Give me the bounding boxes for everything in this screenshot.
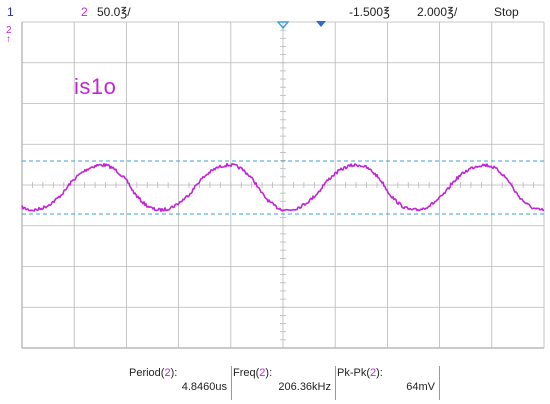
measurement-pk-pk[interactable]: Pk-Pk(2): 64mV [335,366,440,400]
trigger-delay-icon [316,21,326,27]
ch2-indicator[interactable]: 2 [81,5,88,19]
trace-label: is1o [74,74,117,99]
measurement-frequency-name: Freq [233,367,256,379]
ch2-waveform [21,162,545,213]
measurement-frequency[interactable]: Freq(2): 206.36kHz [231,366,336,400]
trigger-delay-marker[interactable] [316,21,326,27]
ch2-marker-arrow-icon: ↑ [6,34,11,45]
timebase-readout[interactable]: 2.000℥/ [417,5,458,19]
measurement-period-header: Period(2): [129,367,178,379]
trigger-position-marker[interactable] [276,21,290,30]
measurement-pk-pk-channel: 2 [370,367,377,379]
run-state[interactable]: Stop [494,5,519,19]
measurement-period[interactable]: Period(2): 4.8460us [127,366,232,400]
ch2-ground-marker[interactable]: 2 ↑ [6,25,12,45]
ch2-scale-readout[interactable]: 50.0℥/ [97,5,131,19]
measurement-frequency-value: 206.36kHz [278,381,331,393]
measurement-period-value: 4.8460us [181,381,227,393]
measurement-period-channel: 2 [164,367,171,379]
trigger-position-icon [276,21,290,30]
status-bar: 1 2 50.0℥/ -1.500℥ 2.000℥/ Stop [0,0,550,22]
trigger-level-readout[interactable]: -1.500℥ [349,5,390,19]
ch2-marker-number: 2 [6,25,12,36]
measurement-frequency-channel: 2 [259,367,266,379]
measurement-pk-pk-name: Pk-Pk [337,367,367,379]
measurement-period-name: Period [129,367,161,379]
ch1-indicator[interactable]: 1 [7,5,14,19]
measurement-frequency-header: Freq(2): [233,367,273,379]
graticule [21,21,545,349]
measurement-pk-pk-header: Pk-Pk(2): [337,367,383,379]
measurement-pk-pk-value: 64mV [406,381,435,393]
